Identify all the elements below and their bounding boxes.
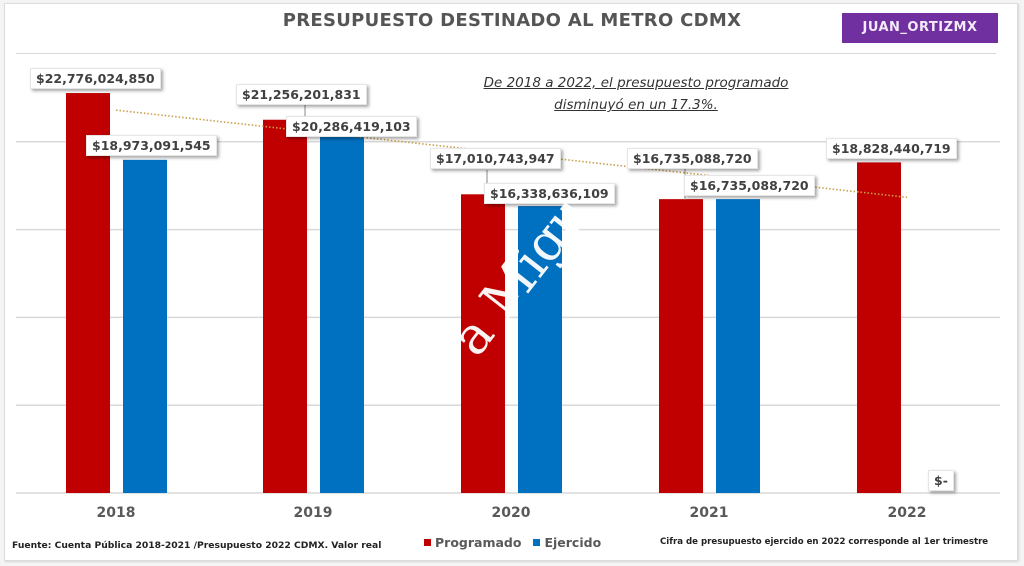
data-label-programado-2021: $16,735,088,720 [627, 148, 758, 169]
data-label-programado-2020: $17,010,743,947 [430, 148, 561, 169]
annotation-line-2: disminuyó en un 17.3%. [554, 97, 718, 113]
legend-label-ejercido: Ejercido [544, 535, 602, 550]
legend-swatch-ejercido [533, 539, 541, 546]
bar-ejercido-2021 [716, 199, 760, 493]
legend-item-programado: Programado [424, 535, 521, 550]
data-label-ejercido-2019: $20,286,419,103 [286, 116, 417, 137]
gridlines [16, 141, 1000, 494]
legend-label-programado: Programado [435, 535, 522, 550]
data-label-ejercido-2021: $16,735,088,720 [684, 175, 815, 196]
data-label-programado-2022: $18,828,440,719 [826, 138, 957, 159]
bar-programado-2020 [461, 194, 505, 494]
bar-ejercido-2018 [123, 159, 167, 493]
chart-frame [4, 3, 1018, 561]
bar-ejercido-2020 [518, 206, 562, 493]
chart-title: PRESUPUESTO DESTINADO AL METRO CDMX [282, 10, 742, 31]
header-divider [16, 53, 996, 54]
x-tick-2021: 2021 [689, 505, 729, 521]
legend-swatch-programado [424, 539, 431, 546]
bar-programado-2021 [659, 199, 703, 493]
data-label-programado-2019: $21,256,201,831 [236, 84, 367, 105]
data-label-ejercido-2022: $- [928, 470, 954, 491]
data-label-ejercido-2018: $18,973,091,545 [86, 135, 217, 156]
bar-programado-2022 [857, 162, 901, 494]
brand-badge: JUAN_ORTIZMX [842, 13, 998, 43]
legend: Programado Ejercido [424, 535, 613, 550]
bar-ejercido-2019 [320, 136, 364, 493]
legend-item-ejercido: Ejercido [533, 535, 601, 550]
x-tick-2019: 2019 [293, 505, 333, 521]
bars [66, 93, 901, 494]
source-note: Fuente: Cuenta Pública 2018-2021 /Presup… [12, 540, 382, 551]
footnote: Cifra de presupuesto ejercido en 2022 co… [660, 537, 989, 547]
bar-programado-2019 [263, 119, 307, 494]
annotation: De 2018 a 2022, el presupuesto programad… [436, 72, 836, 116]
annotation-line-1: De 2018 a 2022, el presupuesto programad… [483, 75, 789, 91]
data-label-ejercido-2020: $16,338,636,109 [484, 183, 615, 204]
x-tick-2020: 2020 [491, 505, 531, 521]
x-tick-2018: 2018 [96, 505, 136, 521]
bar-programado-2018 [66, 93, 110, 493]
data-label-programado-2018: $22,776,024,850 [30, 68, 161, 89]
x-tick-2022: 2022 [887, 505, 927, 521]
